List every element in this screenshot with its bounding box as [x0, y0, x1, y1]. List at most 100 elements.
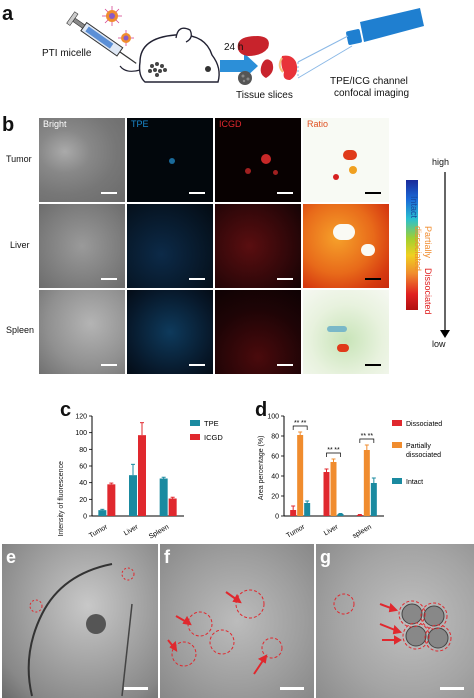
chart-d-bar	[290, 510, 297, 516]
chart-c-legend-label: TPE	[204, 419, 219, 428]
image-liver-ratio	[303, 204, 389, 288]
panel-b-label: b	[2, 114, 15, 136]
tumor-icon	[238, 71, 252, 85]
chart-c-legend-swatch	[190, 434, 200, 440]
mouse-icon	[119, 27, 220, 83]
colorbar-arrow-icon	[440, 172, 450, 338]
chart-c-bar	[168, 498, 177, 516]
kidney-icon	[278, 55, 298, 80]
image-spleen-bright	[39, 290, 125, 374]
chart-d-bar	[297, 435, 304, 516]
chart-d-significance-label: **	[327, 447, 333, 454]
chart-c-bar	[107, 484, 116, 516]
liver-icon	[237, 36, 269, 56]
image-liver-icgd	[215, 204, 301, 288]
image-tumor-ratio: Ratio	[303, 118, 389, 202]
chart-c-ytick-label: 120	[75, 414, 87, 421]
chart-c: 0 20 40 60 80 100 120 Tumor Liver Spleen TPE ICGD	[75, 414, 223, 541]
row-label-liver: Liver	[10, 240, 30, 250]
chart-c-bar	[98, 510, 107, 516]
chart-c-ytick-label: 80	[79, 447, 87, 454]
chart-c-ylabel: Intensity of fluorescence	[58, 461, 66, 537]
chart-c-ytick-label: 40	[79, 480, 87, 487]
chart-c-ytick-label: 0	[83, 514, 87, 521]
row-label-spleen: Spleen	[6, 325, 35, 335]
chart-d-significance-label: **	[361, 433, 367, 440]
chart-c-ytick-label: 60	[79, 464, 87, 471]
chart-c-xtick-label: Spleen	[148, 524, 170, 540]
em-image-f: f	[160, 544, 314, 698]
chart-d-legend-label: Dissociated	[406, 421, 442, 428]
image-tumor-icgd: ICGD	[215, 118, 301, 202]
chart-c-legend-swatch	[190, 420, 200, 426]
imaging-label-1: TPE/ICG channel	[330, 76, 408, 87]
chart-d-ytick-label: 80	[271, 434, 279, 441]
chart-c-ytick-label: 20	[79, 497, 87, 504]
chart-d-ytick-label: 20	[271, 494, 279, 501]
chart-d-ytick-label: 100	[267, 414, 279, 421]
syringe-icon	[66, 11, 137, 64]
micelle-label: PTI micelle	[42, 48, 92, 59]
panel-f-label: f	[164, 547, 170, 567]
image-spleen-tpe	[127, 290, 213, 374]
chart-d-significance-bracket	[359, 438, 375, 443]
image-spleen-ratio	[303, 290, 389, 374]
chart-d-xtick-label: spleen	[351, 524, 372, 540]
colorbar-high: high	[432, 157, 450, 167]
chart-c-xtick-label: Liver	[123, 523, 140, 537]
em-image-e: e	[2, 544, 158, 698]
chart-c-bar	[138, 435, 146, 516]
chart-d-legend-swatch	[392, 478, 402, 484]
chart-d-bar	[363, 450, 370, 516]
chart-d-bar	[330, 462, 337, 516]
image-tumor-tpe: TPE	[127, 118, 213, 202]
micelle-icon	[102, 6, 134, 46]
chart-d-ytick-label: 40	[271, 474, 279, 481]
chart-c-xtick-label: Tumor	[88, 523, 109, 539]
panel-a-schematic	[66, 6, 424, 85]
chart-c-bar	[129, 475, 137, 516]
panel-e-label: e	[6, 547, 17, 567]
colorbar-partially-2: dissociated	[413, 226, 423, 272]
panel-c-label: c	[60, 399, 72, 421]
chart-d-bar	[304, 503, 311, 516]
colorbar	[406, 180, 418, 310]
colorbar-low: low	[432, 339, 446, 349]
chart-d-bar	[356, 515, 363, 516]
imaging-label-2: confocal imaging	[334, 88, 410, 99]
chart-c-legend-label: ICGD	[204, 433, 223, 442]
colorbar-dissociated: Dissociated	[423, 268, 433, 315]
panel-a-label: a	[2, 3, 14, 25]
chart-d-ytick-label: 60	[271, 454, 279, 461]
chart-d-xtick-label: Tumor	[285, 523, 306, 539]
spleen-icon	[260, 59, 274, 78]
chart-d-legend-swatch	[392, 442, 402, 448]
panel-g-label: g	[320, 547, 331, 567]
chart-d-significance-label: **	[294, 420, 300, 427]
time-label: 24 h	[224, 42, 244, 53]
slices-label: Tissue slices	[236, 90, 293, 101]
chart-d-significance-bracket	[292, 425, 308, 430]
image-liver-tpe	[127, 204, 213, 288]
chart-d-significance-bracket	[326, 452, 341, 457]
colorbar-intact: Intact	[409, 196, 419, 219]
chart-d-significance-label: **	[334, 447, 340, 454]
image-tumor-bright: Bright	[39, 118, 125, 202]
image-liver-bright	[39, 204, 125, 288]
chart-d-xtick-label: Liver	[323, 523, 340, 537]
chart-d-significance-label: **	[301, 420, 307, 427]
chart-d-ytick-label: 0	[275, 514, 279, 521]
image-spleen-icgd	[215, 290, 301, 374]
colorbar-partially-1: Partially	[423, 226, 433, 259]
em-image-g: g	[316, 544, 474, 698]
chart-d-significance-label: **	[368, 433, 374, 440]
chart-d-bar	[323, 472, 330, 516]
chart-d-legend-label-line2: dissociated	[406, 452, 441, 459]
chart-c-bar	[159, 478, 168, 516]
panel-d-label: d	[255, 399, 268, 421]
row-label-tumor: Tumor	[6, 154, 32, 164]
chart-d-bar	[337, 514, 344, 516]
chart-d-ylabel: Area percentage (%)	[258, 435, 266, 501]
chart-c-ytick-label: 100	[75, 430, 87, 437]
